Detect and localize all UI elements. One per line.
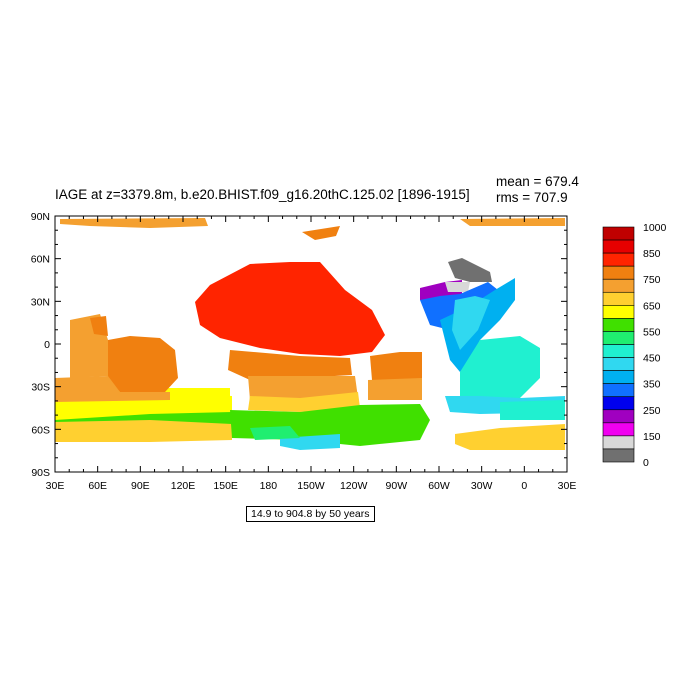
region-arctic-atlantic <box>60 218 208 228</box>
region-nordic-light <box>445 282 470 292</box>
region-southern-orange-west <box>55 420 232 442</box>
lat-tick-label: 30N <box>31 296 50 308</box>
colorbar-label: 350 <box>643 379 661 391</box>
colorbar-swatch <box>602 435 635 450</box>
colorbar-swatch <box>602 252 635 267</box>
colorbar-label: 250 <box>643 405 661 417</box>
region-weddell <box>455 424 565 450</box>
colorbar-label: 750 <box>643 274 661 286</box>
lat-tick-label: 90S <box>31 467 50 479</box>
mean-value: mean = 679.4 <box>496 174 579 189</box>
region-south-pacific-yellow <box>248 392 360 412</box>
lat-tick-label: 90N <box>31 211 50 223</box>
colorbar-swatch <box>602 291 635 306</box>
region-nordic-gray <box>448 258 492 282</box>
colorbar-label: 1000 <box>643 222 667 234</box>
lon-tick-label: 60E <box>88 480 107 492</box>
stats-block: mean = 679.4 rms = 707.9 <box>496 174 579 206</box>
region-central-pacific <box>228 350 352 380</box>
lon-tick-label: 90W <box>386 480 408 492</box>
contour-info: 14.9 to 904.8 by 50 years <box>246 506 375 522</box>
colorbar-swatch <box>602 370 635 384</box>
colorbar-swatch <box>602 409 635 424</box>
region-arabian <box>90 316 108 336</box>
region-atlantic-cyan-light <box>452 296 490 350</box>
lon-tick-label: 30W <box>471 480 493 492</box>
colorbar-swatch <box>602 357 635 371</box>
colorbar-label: 150 <box>643 431 661 443</box>
colorbar-swatch <box>602 383 635 398</box>
colorbar-label: 0 <box>643 457 649 469</box>
lat-tick-label: 60N <box>31 254 50 266</box>
region-bering <box>302 226 340 240</box>
colorbar-swatch <box>602 305 635 319</box>
colorbar-swatch <box>602 331 635 345</box>
region-indian-lower <box>55 376 170 402</box>
region-indian-ocean <box>108 336 178 392</box>
region-north-pacific <box>195 262 385 356</box>
colorbar-swatch <box>602 226 635 241</box>
tick-layer <box>54 215 568 473</box>
colorbar-swatch <box>602 239 635 254</box>
lon-tick-label: 120E <box>171 480 196 492</box>
colorbar <box>602 226 635 463</box>
colorbar-label: 650 <box>643 300 661 312</box>
colorbar-swatch <box>602 265 635 280</box>
lat-tick-label: 0 <box>44 339 50 351</box>
colorbar-label: 450 <box>643 353 661 365</box>
colorbar-swatch <box>602 278 635 293</box>
region-south-atlantic <box>460 336 540 398</box>
region-east-pacific-lower <box>368 378 422 400</box>
lon-tick-label: 0 <box>521 480 527 492</box>
field-layer <box>55 218 565 450</box>
colorbar-swatch <box>602 344 635 358</box>
colorbar-swatch <box>602 422 635 437</box>
tick-label-layer: 30E 60E 90E 120E 150E 180 150W 120W 90W 60W 30W 0 30… <box>31 211 577 492</box>
colorbar-swatch <box>602 318 635 332</box>
colorbar-label: 850 <box>643 248 661 260</box>
colorbar-swatch <box>602 396 635 411</box>
region-east-pacific <box>370 352 422 385</box>
colorbar-swatch <box>602 448 635 463</box>
colorbar-labels: 1000 850 750 650 550 450 350 250 150 0 <box>643 222 667 469</box>
lon-tick-label: 30E <box>46 480 65 492</box>
lat-tick-label: 60S <box>31 424 50 436</box>
lon-tick-label: 120W <box>340 480 368 492</box>
colorbar-label: 550 <box>643 326 661 338</box>
lat-tick-label: 30S <box>31 382 50 394</box>
region-arctic-east <box>460 218 565 226</box>
lon-tick-label: 60W <box>428 480 450 492</box>
rms-value: rms = 707.9 <box>496 190 568 205</box>
lon-tick-label: 180 <box>260 480 278 492</box>
lon-tick-label: 90E <box>131 480 150 492</box>
region-ross-green <box>250 426 300 440</box>
plot-title: IAGE at z=3379.8m, b.e20.BHIST.f09_g16.2… <box>55 187 470 202</box>
lon-tick-label: 150W <box>297 480 325 492</box>
lon-tick-label: 150E <box>213 480 238 492</box>
lon-tick-label: 30E <box>558 480 577 492</box>
region-african-atlantic <box>500 400 565 420</box>
